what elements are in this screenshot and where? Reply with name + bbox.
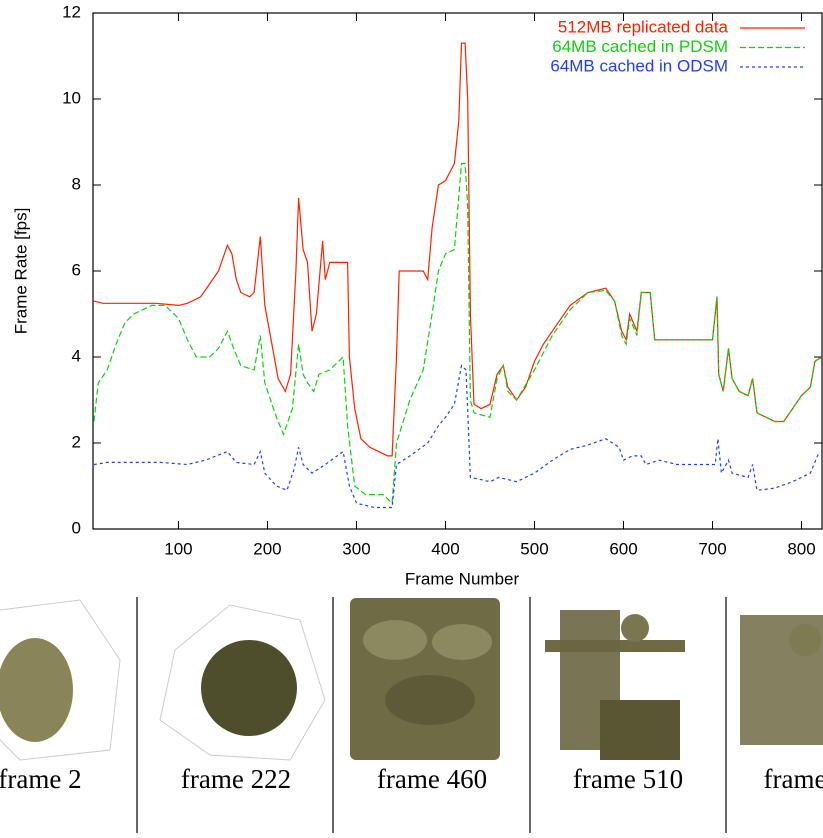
series-line <box>93 364 820 509</box>
x-tick-label: 700 <box>698 539 726 558</box>
panel-caption: frame 460 <box>377 764 487 794</box>
x-tick-label: 100 <box>164 539 192 558</box>
legend-label: 512MB replicated data <box>558 17 729 36</box>
x-tick-label: 600 <box>609 539 637 558</box>
panel-caption: frame 2 <box>0 764 82 794</box>
x-tick-label: 400 <box>431 539 459 558</box>
y-tick-label: 4 <box>72 346 81 365</box>
legend-label: 64MB cached in PDSM <box>552 37 728 56</box>
y-tick-label: 10 <box>62 88 81 107</box>
y-tick-label: 12 <box>62 2 81 21</box>
panel-caption: frame <box>764 764 823 794</box>
series-line <box>93 162 823 505</box>
x-tick-label: 200 <box>253 539 281 558</box>
legend-label: 64MB cached in ODSM <box>550 56 728 75</box>
plot-frame <box>92 12 823 530</box>
y-tick-label: 2 <box>72 432 81 451</box>
series-line <box>93 42 823 457</box>
render-thumbnails <box>0 598 823 761</box>
x-tick-label: 800 <box>787 539 815 558</box>
x-tick-label: 300 <box>342 539 370 558</box>
y-tick-label: 6 <box>72 260 81 279</box>
y-tick-label: 8 <box>72 174 81 193</box>
y-axis-label: Frame Rate [fps] <box>11 208 30 335</box>
x-axis-label: Frame Number <box>405 569 520 588</box>
x-tick-label: 500 <box>520 539 548 558</box>
y-tick-label: 0 <box>72 518 81 537</box>
panel-caption: frame 222 <box>181 764 291 794</box>
panel-caption: frame 510 <box>573 764 683 794</box>
panel-dividers <box>136 597 727 833</box>
